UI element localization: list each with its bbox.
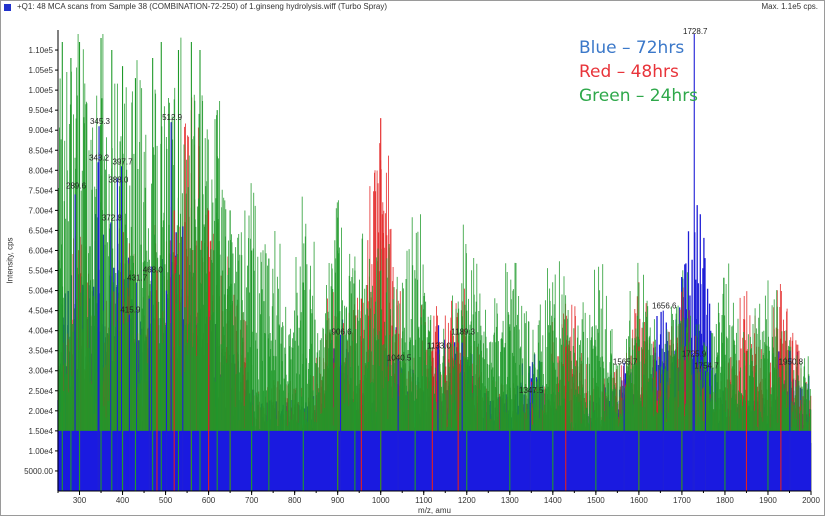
y-tick-label: 2.50e4 (29, 387, 54, 396)
peak-annotation: 468.0 (143, 266, 164, 275)
x-tick-label: 1100 (415, 496, 433, 505)
y-tick-label: 2.00e4 (29, 407, 54, 416)
y-tick-label: 9.00e4 (29, 126, 54, 135)
peak-annotation: 1133.0 (427, 342, 451, 351)
x-tick-label: 1200 (458, 496, 476, 505)
y-tick-label: 4.50e4 (29, 307, 54, 316)
peak-annotation: 388.0 (108, 175, 129, 184)
y-tick-label: 1.50e4 (29, 427, 54, 436)
x-tick-label: 800 (288, 496, 302, 505)
y-tick-label: 7.50e4 (29, 186, 54, 195)
peak-annotation: 1754.7 (694, 362, 719, 371)
peak-annotation: 415.9 (120, 306, 141, 315)
peak-annotation: 1656.6 (652, 302, 677, 311)
peak-annotation: 1189.3 (451, 328, 475, 337)
peak-annotation: 1347.5 (519, 386, 544, 395)
peak-annotation: 1040.5 (387, 354, 412, 363)
x-tick-label: 1500 (587, 496, 605, 505)
peak-annotation: 343.2 (89, 153, 110, 162)
peak-annotation: 1728.7 (683, 27, 708, 36)
peak-annotation: 1725.9 (682, 350, 707, 359)
max-intensity-label: Max. 1.1e5 cps. (761, 2, 818, 11)
y-tick-label: 8.50e4 (29, 146, 54, 155)
x-tick-label: 900 (331, 496, 345, 505)
x-tick-label: 700 (245, 496, 259, 505)
peak-annotation: 906.6 (332, 328, 353, 337)
x-tick-label: 1900 (759, 496, 777, 505)
x-tick-label: 1300 (501, 496, 519, 505)
chart-title: +Q1: 48 MCA scans from Sample 38 (COMBIN… (17, 2, 387, 11)
y-tick-label: 3.00e4 (29, 367, 54, 376)
x-tick-label: 2000 (802, 496, 820, 505)
x-tick-label: 400 (116, 496, 130, 505)
x-tick-label: 1700 (673, 496, 691, 505)
y-tick-label: 1.10e5 (29, 46, 54, 55)
legend-entry: Blue – 72hrs (579, 38, 684, 58)
peak-annotation: 397.7 (113, 157, 134, 166)
peak-annotation: 289.6 (66, 181, 87, 190)
x-tick-label: 1400 (544, 496, 562, 505)
peak-annotation: 345.3 (90, 117, 111, 126)
peak-annotation: 1950.8 (779, 358, 804, 367)
y-tick-label: 1.00e5 (29, 86, 54, 95)
y-tick-label: 3.50e4 (29, 347, 54, 356)
y-tick-label: 8.00e4 (29, 166, 54, 175)
y-tick-label: 1.05e5 (29, 66, 54, 75)
x-tick-label: 600 (202, 496, 216, 505)
legend-entry: Green – 24hrs (579, 86, 698, 106)
peak-annotation: 431.7 (127, 274, 148, 283)
y-tick-label: 5.50e4 (29, 267, 54, 276)
y-tick-label: 5.00e4 (29, 287, 54, 296)
peak-annotation: 512.9 (162, 113, 183, 122)
base-fill (58, 430, 811, 491)
y-tick-label: 6.00e4 (29, 246, 54, 255)
peak-annotation: 372.8 (102, 213, 123, 222)
x-tick-label: 1600 (630, 496, 648, 505)
x-tick-label: 1000 (372, 496, 390, 505)
peaks-2 (61, 38, 769, 491)
peak-annotation: 1565.7 (613, 358, 638, 367)
legend-entry: Red – 48hrs (579, 62, 679, 82)
x-tick-label: 500 (159, 496, 173, 505)
x-tick-label: 300 (73, 496, 87, 505)
series-color-icon (4, 4, 11, 11)
y-tick-label: 6.50e4 (29, 226, 54, 235)
x-axis-label: m/z, amu (418, 506, 451, 515)
x-tick-label: 1800 (716, 496, 734, 505)
y-tick-label: 7.00e4 (29, 206, 54, 215)
y-tick-label: 1.00e4 (29, 447, 54, 456)
y-tick-label: 4.00e4 (29, 327, 54, 336)
y-tick-label: 9.50e4 (29, 106, 54, 115)
y-tick-label: 5000.00 (24, 467, 53, 476)
